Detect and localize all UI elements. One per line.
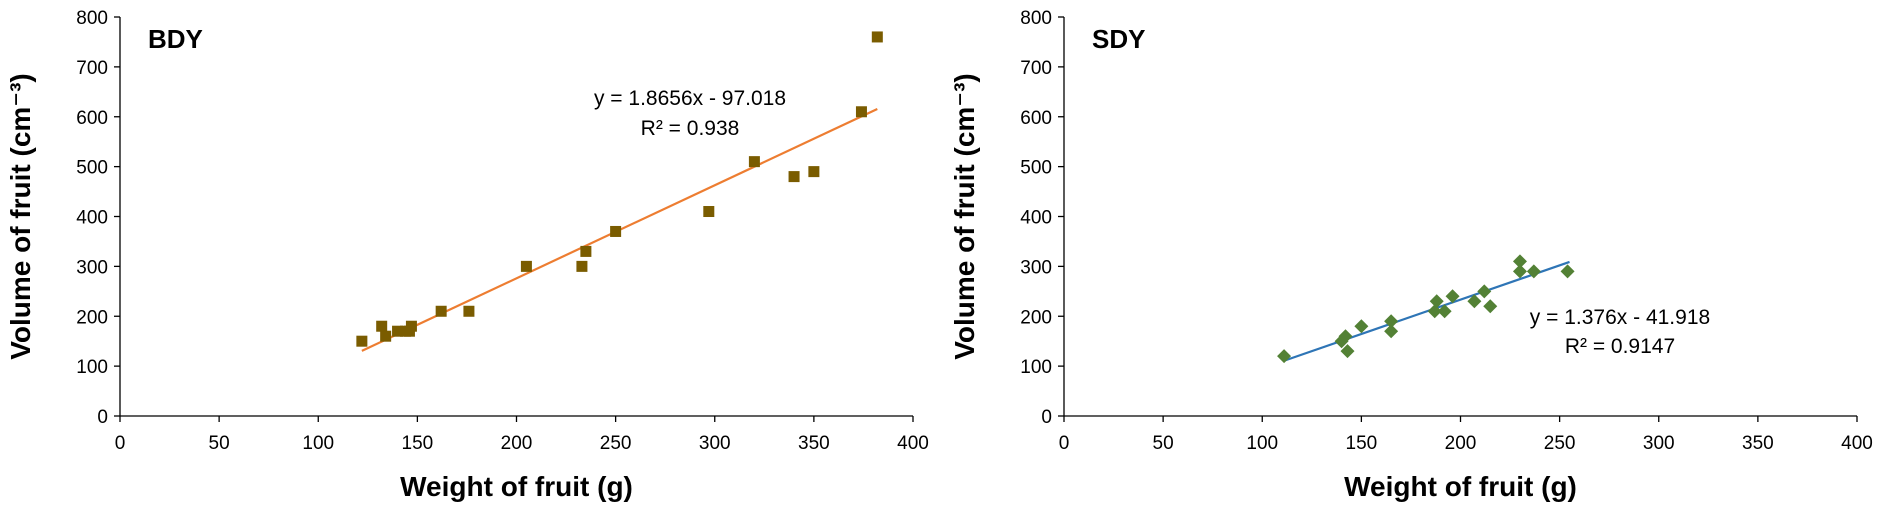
- data-point: [392, 325, 404, 337]
- x-tick-label: 400: [1841, 433, 1873, 454]
- data-point: [703, 206, 715, 218]
- y-tick-label: 0: [97, 407, 108, 428]
- data-point: [1512, 264, 1527, 279]
- data-point: [808, 166, 820, 178]
- x-tick-label: 350: [1742, 433, 1774, 454]
- panel-label: SDY: [1092, 24, 1145, 54]
- y-tick-label: 500: [1020, 158, 1052, 179]
- data-point: [376, 320, 388, 332]
- x-axis-title: Weight of fruit (g): [400, 471, 633, 502]
- data-point: [1512, 254, 1527, 269]
- data-point: [1340, 344, 1355, 359]
- y-tick-label: 300: [1020, 257, 1052, 278]
- data-point: [1437, 304, 1452, 319]
- data-point: [610, 225, 622, 237]
- x-tick-label: 250: [600, 433, 632, 454]
- data-point: [1277, 349, 1292, 364]
- x-tick-label: 250: [1544, 433, 1576, 454]
- data-point: [1354, 319, 1369, 334]
- y-tick-label: 400: [76, 208, 108, 229]
- data-point: [1483, 299, 1498, 314]
- data-point: [1338, 329, 1353, 344]
- r-squared-label: R² = 0.9147: [1565, 335, 1675, 358]
- x-tick-label: 100: [302, 433, 334, 454]
- y-tick-label: 500: [76, 158, 108, 179]
- data-point: [580, 245, 592, 257]
- y-tick-label: 300: [76, 257, 108, 278]
- y-tick-label: 400: [1020, 208, 1052, 229]
- chart-panel-bdy: 0 100 200 300 400 500 600 700 800 0 50 100 150 200 250…: [5, 8, 929, 502]
- data-point: [1526, 264, 1541, 279]
- y-tick-label: 700: [76, 58, 108, 79]
- r-squared-label: R² = 0.938: [641, 117, 740, 140]
- x-tick-label: 300: [699, 433, 731, 454]
- y-axis-title: Volume of fruit (cm⁻³): [5, 73, 36, 359]
- data-point: [1384, 324, 1399, 339]
- x-tick-label: 400: [897, 433, 929, 454]
- data-point: [1467, 294, 1482, 309]
- trendline: [1283, 260, 1570, 362]
- x-tick-label: 100: [1246, 433, 1278, 454]
- x-tick-label: 0: [1059, 433, 1070, 454]
- x-tick-label: 350: [798, 433, 830, 454]
- data-point: [748, 156, 760, 168]
- data-point: [520, 260, 532, 272]
- y-axis-title: Volume of fruit (cm⁻³): [949, 73, 980, 359]
- x-tick-label: 300: [1643, 433, 1675, 454]
- regression-equation: y = 1.8656x - 97.018: [594, 87, 786, 110]
- y-tick-label: 600: [1020, 108, 1052, 129]
- data-point: [1384, 314, 1399, 329]
- chart-panel-sdy: 0 100 200 300 400 500 600 700 800 0 50 100 150 200 250…: [949, 8, 1873, 502]
- y-tick-label: 100: [1020, 357, 1052, 378]
- data-point: [356, 335, 368, 347]
- y-tick-label: 100: [76, 357, 108, 378]
- regression-equation: y = 1.376x - 41.918: [1530, 306, 1710, 329]
- data-point: [380, 330, 392, 342]
- x-tick-label: 200: [501, 433, 533, 454]
- x-axis-title: Weight of fruit (g): [1344, 471, 1577, 502]
- data-point: [463, 305, 475, 317]
- data-point: [1445, 289, 1460, 304]
- x-tick-label: 200: [1445, 433, 1477, 454]
- x-tick-label: 0: [115, 433, 126, 454]
- data-point: [788, 171, 800, 183]
- x-tick-label: 50: [1153, 433, 1174, 454]
- x-tick-label: 150: [1346, 433, 1378, 454]
- data-point: [576, 260, 588, 272]
- data-point: [1429, 294, 1444, 309]
- x-tick-label: 150: [402, 433, 434, 454]
- data-point: [1427, 304, 1442, 319]
- y-tick-label: 800: [1020, 8, 1052, 29]
- y-tick-label: 200: [76, 307, 108, 328]
- x-tick-label: 50: [209, 433, 230, 454]
- y-tick-label: 600: [76, 108, 108, 129]
- data-point: [871, 31, 883, 43]
- y-tick-label: 0: [1041, 407, 1052, 428]
- y-tick-label: 200: [1020, 307, 1052, 328]
- y-tick-label: 800: [76, 8, 108, 29]
- data-point: [1560, 264, 1575, 279]
- data-point: [855, 106, 867, 118]
- y-tick-label: 700: [1020, 58, 1052, 79]
- panel-label: BDY: [148, 24, 203, 54]
- data-point: [435, 305, 447, 317]
- data-point: [1477, 284, 1492, 299]
- data-point: [405, 320, 417, 332]
